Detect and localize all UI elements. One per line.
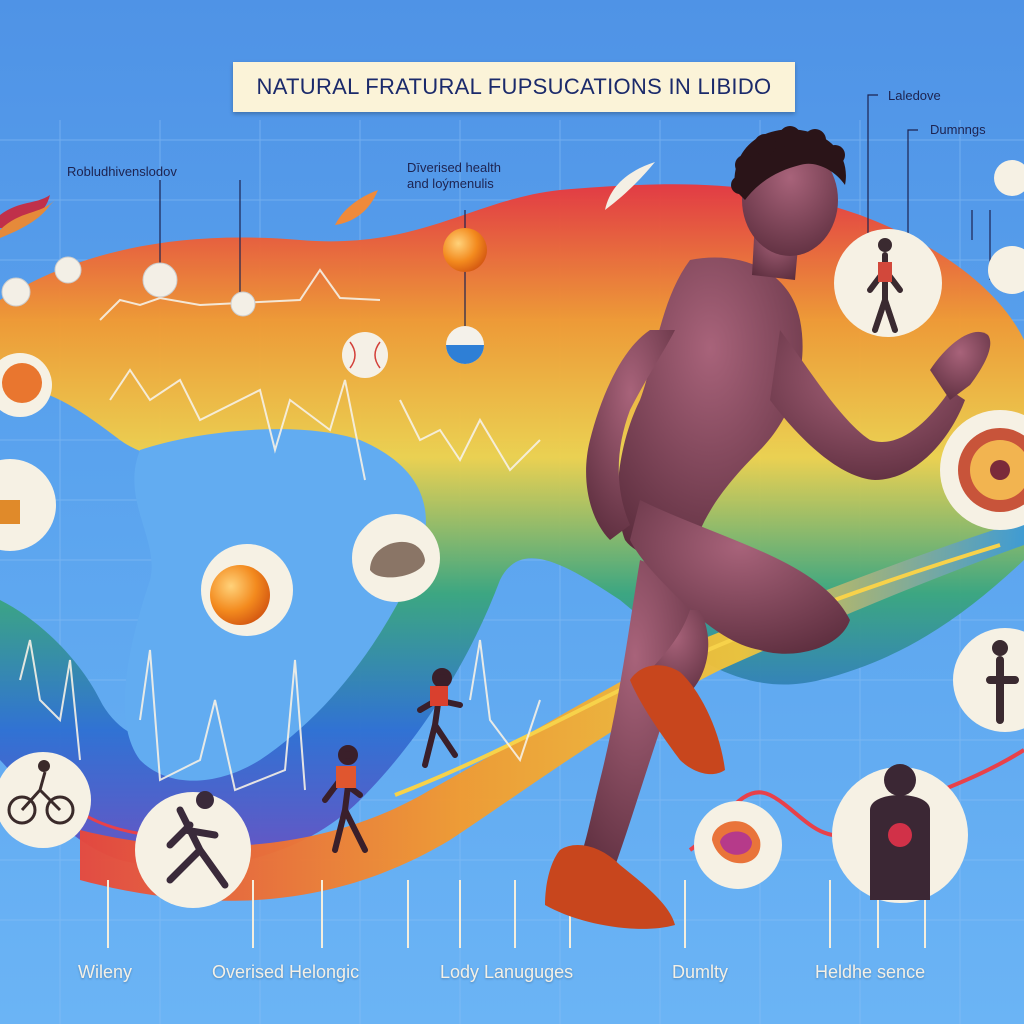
medallion-left-athlete bbox=[0, 459, 56, 551]
runner-back-leg bbox=[575, 560, 695, 880]
label-right-top: Laledove bbox=[888, 88, 941, 103]
runner-back-shoe bbox=[545, 845, 675, 929]
runner-mini-2 bbox=[417, 668, 463, 768]
bottom-label-1: Wileny bbox=[78, 962, 133, 982]
feather-icon bbox=[605, 162, 655, 210]
sphere-small-3 bbox=[142, 262, 178, 298]
mini-runners bbox=[322, 668, 463, 853]
sphere-small-2 bbox=[54, 256, 82, 284]
sphere-small-4 bbox=[230, 291, 256, 317]
sphere-orange-top bbox=[443, 228, 487, 272]
bottom-label-5: Heldhe sence bbox=[815, 962, 926, 982]
label-right-second: Dumnngs bbox=[930, 122, 986, 137]
bottom-label-2: Overised Helongic bbox=[212, 962, 360, 982]
runner-front-leg bbox=[630, 500, 850, 654]
label-center-line2: and loýmenulis bbox=[407, 176, 494, 191]
baseball-icon bbox=[342, 332, 388, 378]
title-banner: NATURAL FRATURAL FUPSUCATIONS IN LIBIDO bbox=[233, 62, 795, 112]
runner-front-shoe bbox=[630, 665, 725, 775]
runner-right-arm bbox=[770, 330, 965, 480]
sphere-small-1 bbox=[1, 277, 31, 307]
main-runner-figure bbox=[545, 126, 991, 929]
leaf-icon bbox=[335, 190, 378, 225]
medallion-top-right-ball bbox=[994, 160, 1024, 196]
label-top-left: Robludhivenslodov bbox=[67, 164, 177, 179]
page-title: NATURAL FRATURAL FUPSUCATIONS IN LIBIDO bbox=[256, 74, 772, 99]
bottom-label-4: Dumlty bbox=[672, 962, 729, 982]
pendulum-spheres bbox=[1, 228, 487, 378]
bottom-label-3: Lody Lanuguges bbox=[440, 962, 574, 982]
runner-mini-1 bbox=[322, 745, 368, 853]
runner-hand bbox=[930, 331, 991, 400]
runner-left-arm bbox=[586, 330, 675, 540]
medallion-right-edge bbox=[988, 246, 1024, 294]
medallions bbox=[0, 160, 1024, 908]
signal-spikes bbox=[19, 268, 541, 792]
top-left-swirl bbox=[0, 200, 55, 238]
ribbon-icon bbox=[0, 195, 50, 229]
runner-hair-curls bbox=[731, 126, 845, 194]
label-center-line1: Dīverised health bbox=[407, 160, 501, 175]
medallion-runner-1 bbox=[135, 792, 251, 908]
